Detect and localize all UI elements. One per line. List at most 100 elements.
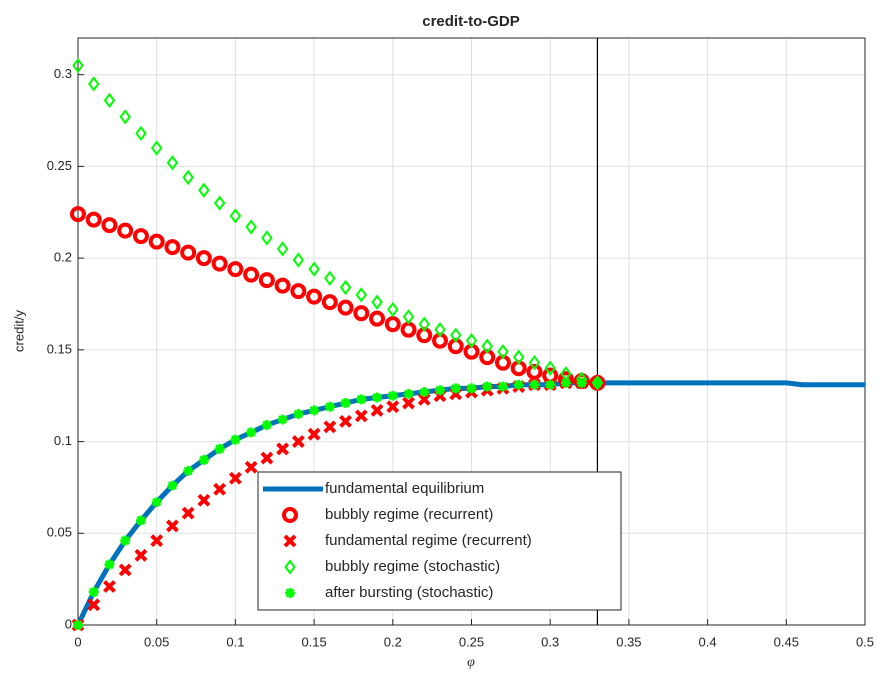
circle-marker [243, 266, 260, 283]
x-marker [118, 563, 132, 577]
diamond-marker [512, 349, 525, 365]
circle-marker [70, 206, 86, 223]
circle-marker [258, 272, 275, 289]
legend-label: bubbly regime (stochastic) [325, 558, 500, 575]
diamond-marker [166, 155, 179, 171]
x-tick-label: 0.2 [384, 634, 402, 649]
y-tick-label: 0.15 [47, 341, 72, 356]
x-marker [339, 414, 352, 428]
circle-marker [369, 310, 386, 327]
x-tick-label: 0.45 [774, 634, 799, 649]
x-tick-label: 0.05 [144, 634, 169, 649]
legend-swatch [283, 534, 297, 548]
diamond-marker [481, 338, 493, 354]
legend-swatch [285, 588, 295, 598]
circle-marker [384, 316, 401, 333]
star-marker [183, 465, 194, 476]
star-marker [135, 515, 146, 526]
star-marker [529, 379, 540, 390]
diamond-marker [387, 301, 399, 318]
star-marker [592, 377, 603, 388]
legend-label: bubbly regime (recurrent) [325, 506, 493, 523]
x-marker [228, 471, 242, 485]
chart-title: credit-to-GDP [422, 13, 520, 30]
circle-marker [274, 277, 291, 294]
plot-frame [77, 37, 866, 626]
star-marker [261, 420, 272, 431]
x-marker [260, 451, 274, 465]
x-tick-label: 0.25 [459, 634, 484, 649]
diamond-marker [308, 261, 320, 277]
diamond-marker [261, 230, 273, 246]
x-tick-label: 0.15 [301, 634, 326, 649]
star-marker [466, 383, 477, 394]
circle-marker [337, 299, 354, 316]
circle-marker [306, 288, 323, 305]
circle-marker [180, 244, 197, 261]
x-tick-label: 0.3 [541, 634, 559, 649]
star-marker [356, 394, 367, 405]
x-tick-label: 0.5 [856, 634, 874, 649]
legend: fundamental equilibrium bubbly regime (re… [257, 471, 622, 611]
star-marker [73, 620, 83, 630]
diamond-marker [355, 287, 368, 303]
star-marker [277, 414, 288, 425]
star-marker [230, 434, 241, 445]
x-marker [213, 482, 227, 496]
star-marker [324, 401, 335, 412]
star-marker [545, 379, 556, 390]
circle-marker [148, 233, 165, 250]
x-tick-label: 0 [74, 634, 81, 649]
star-marker [450, 383, 461, 394]
circle-marker [132, 228, 149, 245]
diamond-marker [229, 208, 242, 224]
star-marker [372, 392, 383, 403]
diamond-marker [402, 309, 415, 325]
diamond-marker [544, 360, 556, 376]
diamond-marker [418, 316, 431, 332]
y-tick-label: 0 [65, 616, 72, 631]
diamond-marker [198, 182, 210, 198]
circle-marker [195, 250, 212, 267]
x-marker [354, 409, 368, 423]
star-marker [198, 454, 209, 465]
x-marker [87, 598, 101, 612]
star-marker [88, 586, 99, 597]
circle-marker [353, 305, 370, 322]
x-tick-label: 0.1 [226, 634, 244, 649]
star-marker [104, 559, 115, 570]
x-marker [323, 420, 337, 434]
x-marker [402, 396, 415, 410]
diamond-marker [276, 241, 289, 257]
x-tick-label: 0.4 [699, 634, 717, 649]
diamond-marker [528, 355, 541, 371]
star-marker [120, 535, 131, 546]
star-marker [387, 390, 398, 401]
x-marker [150, 534, 164, 548]
y-tick-label: 0.1 [54, 433, 72, 448]
circle-marker [227, 261, 244, 278]
star-marker [340, 398, 351, 409]
star-marker [497, 381, 508, 392]
y-tick-label: 0.25 [47, 158, 72, 173]
circle-marker [164, 239, 181, 256]
diamond-marker [245, 219, 257, 235]
legend-label: fundamental regime (recurrent) [325, 532, 532, 549]
diamond-marker [450, 327, 462, 343]
diamond-marker [182, 169, 194, 186]
diamond-marker [213, 195, 226, 211]
diamond-marker [465, 333, 478, 349]
x-marker [417, 392, 431, 406]
diamond-marker [292, 252, 305, 268]
star-marker [151, 497, 162, 508]
star-marker [403, 388, 414, 399]
x-marker [276, 442, 290, 456]
x-marker [134, 548, 148, 562]
legend-swatch [284, 559, 296, 575]
star-marker [309, 405, 320, 416]
x-marker [244, 460, 258, 474]
x-tick-label: 0.35 [616, 634, 641, 649]
y-tick-label: 0.2 [54, 250, 72, 265]
